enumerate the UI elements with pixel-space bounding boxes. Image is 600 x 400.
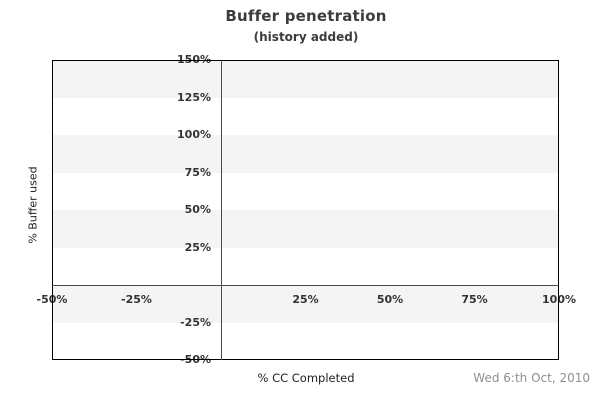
chart-date: Wed 6:th Oct, 2010 bbox=[473, 371, 590, 385]
y-tick-label: 50% bbox=[184, 203, 211, 216]
y-tick-label: -50% bbox=[180, 353, 211, 366]
grid-band bbox=[52, 285, 559, 323]
x-axis-line bbox=[52, 285, 559, 286]
y-tick-label: 75% bbox=[184, 165, 211, 179]
x-tick-label: -25% bbox=[121, 293, 152, 306]
chart-subtitle: (history added) bbox=[253, 30, 359, 44]
y-axis-line bbox=[221, 60, 222, 360]
grid-band bbox=[52, 210, 559, 248]
x-axis-title: % CC Completed bbox=[257, 371, 355, 385]
grid-band bbox=[52, 60, 559, 98]
y-axis-title: % Buffer used bbox=[26, 166, 40, 244]
chart-title: Buffer penetration bbox=[225, 7, 387, 25]
y-tick-label: 125% bbox=[177, 90, 211, 104]
chart-header: Buffer penetration (history added) bbox=[52, 7, 560, 44]
x-tick-label: -50% bbox=[36, 293, 68, 306]
y-tick-label: 25% bbox=[184, 240, 211, 254]
y-tick-label: 100% bbox=[177, 128, 211, 141]
x-tick-label: 25% bbox=[292, 293, 319, 306]
x-tick-label: 50% bbox=[376, 293, 404, 306]
plot-area: 150% 125% 100% 75% 50% 25% -25% -50% -50% -25% 25%… bbox=[37, 54, 576, 366]
y-tick-label: 150% bbox=[177, 53, 211, 66]
x-tick-label: 100% bbox=[542, 293, 576, 306]
y-tick-label: -25% bbox=[180, 315, 211, 329]
x-tick-label: 75% bbox=[461, 293, 488, 306]
grid-band bbox=[52, 135, 559, 173]
